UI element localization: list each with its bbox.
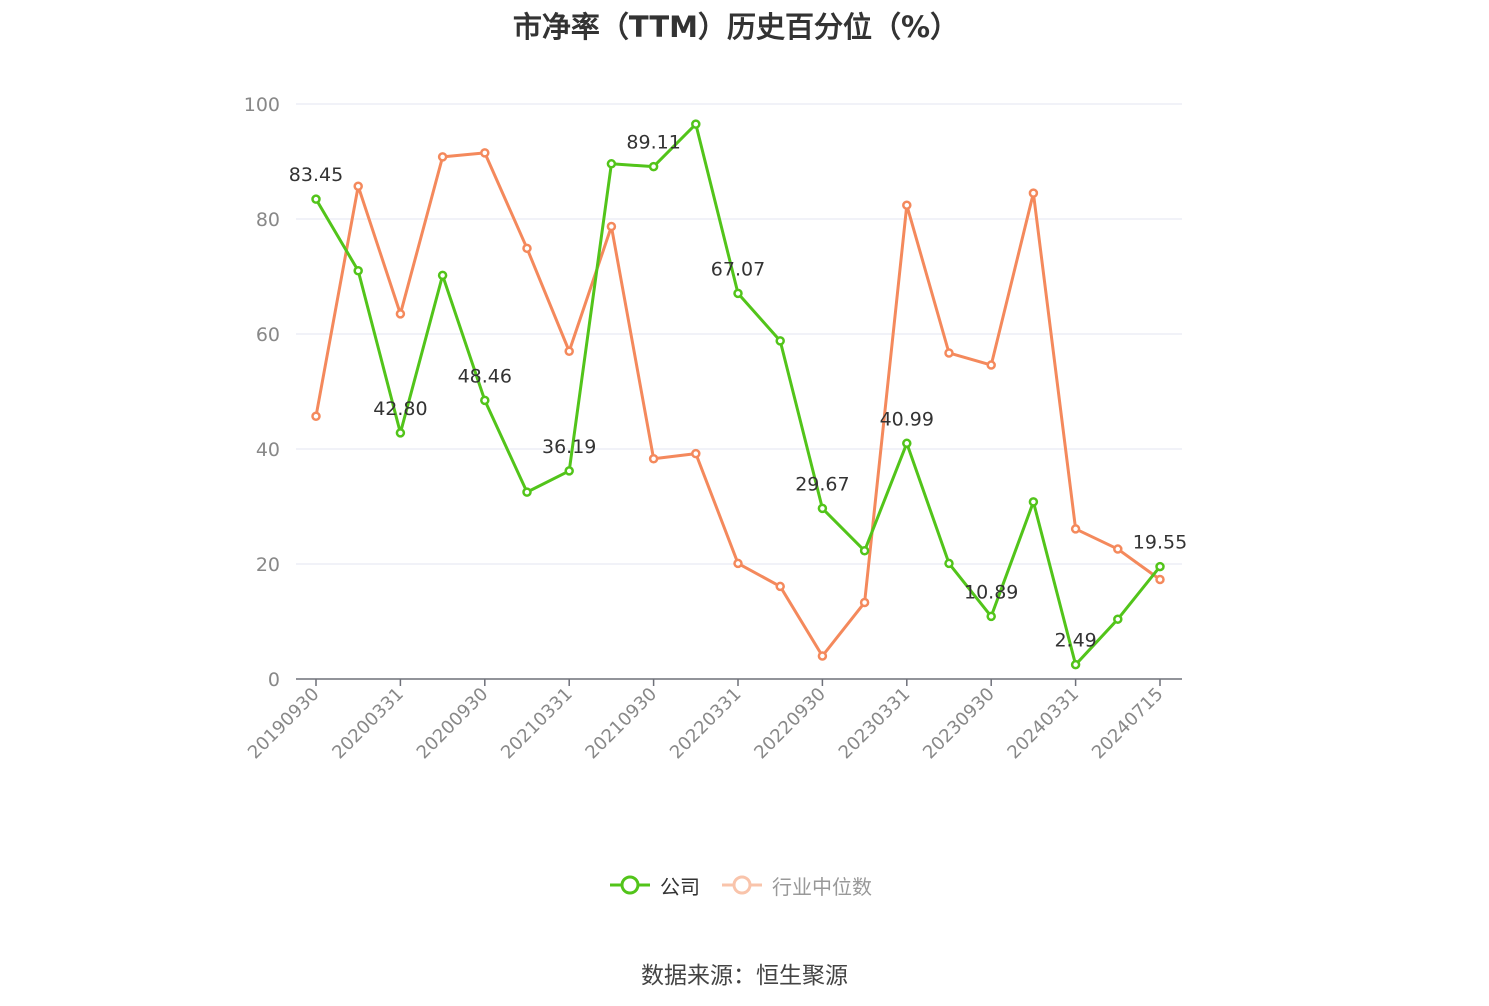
data-point — [353, 266, 363, 276]
chart-title: 市净率（TTM）历史百分位（%） — [512, 10, 960, 44]
legend-item-industry-median[interactable]: 行业中位数 — [722, 871, 872, 899]
legend-label-industry-median: 行业中位数 — [772, 874, 872, 899]
data-point — [480, 148, 490, 158]
data-point — [648, 161, 659, 172]
legend-marker-company-icon — [610, 875, 650, 895]
x-tick-label: 20220331 — [666, 684, 746, 764]
y-tick-label: 60 — [256, 324, 280, 346]
data-point — [733, 558, 743, 569]
data-label: 19.55 — [1133, 532, 1187, 554]
x-tick-label: 20220930 — [750, 684, 830, 764]
data-points — [311, 119, 1165, 670]
data-point — [902, 200, 912, 210]
data-point — [395, 309, 406, 319]
data-point — [522, 243, 532, 254]
source-name: 恒生聚源 — [756, 963, 848, 989]
series-lines — [314, 122, 1162, 667]
data-point — [944, 348, 954, 358]
data-point — [522, 487, 532, 497]
data-point — [437, 152, 448, 162]
y-tick-label: 80 — [256, 209, 280, 231]
data-point — [437, 270, 448, 281]
legend-item-company[interactable]: 公司 — [610, 871, 700, 899]
x-tick-label: 20200930 — [413, 684, 493, 764]
data-point — [648, 454, 659, 464]
data-point — [1113, 614, 1123, 624]
data-point — [986, 611, 996, 622]
data-point — [395, 428, 406, 438]
data-point — [606, 221, 617, 232]
legend-marker-industry-median-icon — [722, 875, 762, 895]
data-point — [859, 546, 870, 556]
x-tick-label: 20240331 — [1003, 684, 1083, 764]
data-source: 数据来源：恒生聚源 — [0, 956, 1489, 990]
x-tick-label: 20210930 — [581, 684, 661, 764]
source-label: 数据来源： — [641, 963, 756, 989]
data-point — [859, 597, 870, 608]
series-line — [314, 122, 1162, 667]
data-point — [691, 448, 701, 459]
data-point — [691, 119, 701, 129]
data-label: 10.89 — [964, 581, 1018, 603]
data-label: 83.45 — [289, 164, 343, 186]
x-tick-label: 20200331 — [328, 684, 408, 764]
y-tick-label: 40 — [256, 439, 280, 461]
data-label: 48.46 — [458, 365, 512, 387]
data-point — [1113, 544, 1123, 554]
data-label: 89.11 — [626, 132, 680, 154]
grid-lines — [296, 103, 1182, 565]
data-point — [606, 159, 617, 169]
data-label: 40.99 — [880, 408, 934, 430]
x-tick-label: 20230331 — [835, 684, 915, 764]
data-point — [1155, 574, 1165, 585]
data-point — [1070, 524, 1081, 534]
y-tick-label: 20 — [256, 554, 280, 576]
data-label: 67.07 — [711, 258, 765, 280]
data-point — [817, 503, 828, 514]
data-point — [311, 194, 321, 204]
data-point — [775, 336, 785, 346]
x-tick-label: 20230930 — [919, 684, 999, 764]
data-point — [564, 466, 574, 476]
data-point — [353, 181, 363, 191]
legend-label-company: 公司 — [660, 874, 700, 899]
data-point — [1155, 561, 1165, 572]
x-tick-label: 20190930 — [244, 684, 324, 764]
data-point — [311, 411, 321, 421]
data-point — [902, 438, 912, 449]
x-tick-label: 20210331 — [497, 684, 577, 764]
data-label: 2.49 — [1054, 630, 1096, 652]
y-tick-label: 100 — [244, 94, 280, 116]
series-line — [314, 151, 1161, 658]
data-point — [1028, 188, 1039, 198]
data-label: 42.80 — [373, 398, 427, 420]
x-tick-label: 20240715 — [1088, 684, 1168, 764]
data-point — [564, 346, 574, 356]
data-point — [817, 651, 828, 661]
data-label: 36.19 — [542, 436, 596, 458]
data-point — [775, 581, 785, 592]
data-point — [1028, 497, 1039, 507]
data-point — [944, 558, 954, 569]
data-point — [733, 288, 743, 299]
y-tick-label: 0 — [268, 669, 280, 691]
data-point — [480, 395, 490, 406]
data-point — [1070, 659, 1081, 670]
data-label: 29.67 — [795, 473, 849, 495]
data-point — [986, 360, 996, 370]
data-labels: 83.45 42.80 48.46 36.19 89.11 67.07 29.67 40.99… — [289, 132, 1187, 652]
